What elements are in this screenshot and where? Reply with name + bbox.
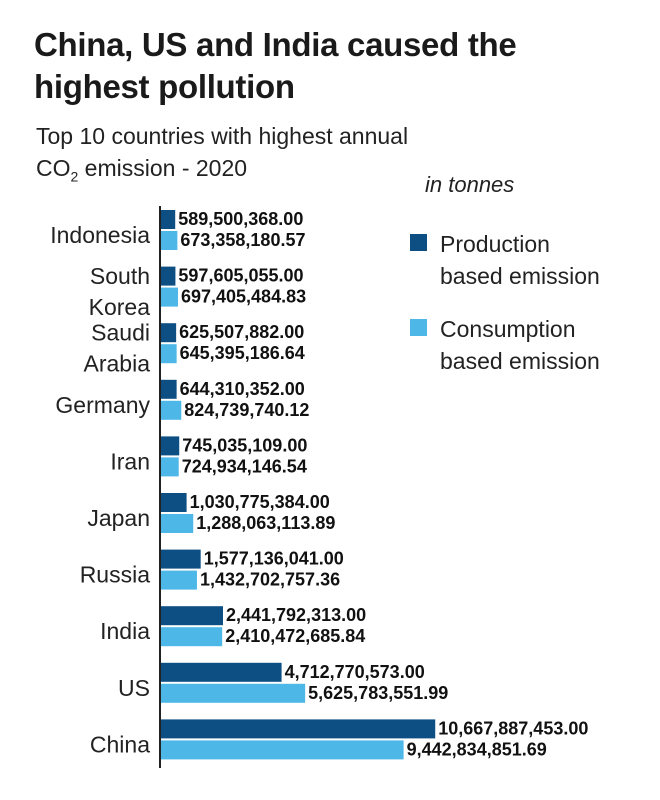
unit-label: in tonnes [425, 172, 515, 197]
chart-subtitle: Top 10 countries with highest annual CO2… [36, 120, 456, 193]
subtitle-text: Top 10 countries with highest annual CO [36, 123, 409, 181]
data-label-consumption: 645,395,186.64 [180, 343, 305, 363]
bar-production [160, 379, 177, 399]
category-label: China [90, 731, 150, 757]
subtitle-subscript: 2 [70, 168, 79, 185]
bar-consumption [160, 514, 194, 533]
bar-production [160, 662, 282, 682]
bar-consumption [160, 231, 178, 250]
bar-production [160, 549, 201, 569]
data-label-production: 597,605,055.00 [178, 266, 303, 286]
data-label-production: 745,035,109.00 [182, 435, 307, 455]
legend-label-production: Production based emission [440, 228, 640, 292]
legend-label-line: Production [440, 231, 550, 257]
data-label-production: 10,667,887,453.00 [438, 718, 588, 738]
bar-consumption [160, 457, 179, 477]
data-label-production: 1,577,136,041.00 [204, 549, 344, 569]
category-label: India [100, 618, 150, 644]
legend-label-line: based emission [440, 263, 600, 289]
data-label-consumption: 673,358,180.57 [180, 230, 305, 250]
chart-title: China, US and India caused the highest p… [34, 26, 517, 105]
data-label-production: 625,507,882.00 [179, 322, 304, 342]
category-label: Indonesia [50, 222, 150, 248]
legend-swatch-production [410, 234, 427, 251]
bar-production [160, 436, 180, 456]
data-label-consumption: 2,410,472,685.84 [225, 626, 365, 646]
data-label-production: 4,712,770,573.00 [285, 662, 425, 682]
category-label: Japan [87, 505, 150, 531]
bar-production [160, 210, 176, 229]
category-label: South [90, 263, 150, 289]
legend-swatch-consumption [410, 319, 427, 336]
bar-consumption [160, 627, 223, 647]
bar-production [160, 493, 187, 512]
legend-label-line: based emission [440, 348, 600, 374]
bar-production [160, 266, 176, 286]
bar-consumption [160, 570, 197, 590]
data-label-consumption: 824,739,740.12 [184, 400, 309, 420]
category-label: Korea [89, 294, 151, 320]
subtitle-text-end: emission - 2020 [78, 155, 248, 181]
data-label-production: 644,310,352.00 [180, 379, 305, 399]
category-label: Russia [80, 562, 151, 588]
legend-label-consumption: Consumption based emission [440, 313, 640, 377]
data-label-consumption: 697,405,484.83 [181, 287, 306, 307]
data-label-consumption: 5,625,783,551.99 [308, 683, 448, 703]
data-label-consumption: 9,442,834,851.69 [407, 739, 547, 759]
category-label: Saudi [91, 320, 150, 346]
bar-consumption [160, 683, 306, 703]
category-label: Iran [110, 448, 150, 474]
data-label-production: 1,030,775,384.00 [190, 492, 330, 512]
data-label-production: 589,500,368.00 [178, 209, 303, 229]
bar-consumption [160, 344, 177, 364]
legend-label-line: Consumption [440, 316, 576, 342]
category-label: Germany [55, 392, 150, 418]
bar-consumption [160, 740, 404, 760]
bar-production [160, 606, 223, 626]
data-label-consumption: 724,934,146.54 [182, 456, 307, 476]
bar-production [160, 323, 177, 343]
data-label-production: 2,441,792,313.00 [226, 605, 366, 625]
bar-consumption [160, 400, 182, 420]
category-label: US [118, 675, 150, 701]
bar-consumption [160, 287, 178, 307]
data-label-consumption: 1,288,063,113.89 [196, 513, 335, 533]
category-label: Arabia [84, 351, 151, 377]
bar-production [160, 719, 436, 739]
data-label-consumption: 1,432,702,757.36 [200, 570, 340, 590]
